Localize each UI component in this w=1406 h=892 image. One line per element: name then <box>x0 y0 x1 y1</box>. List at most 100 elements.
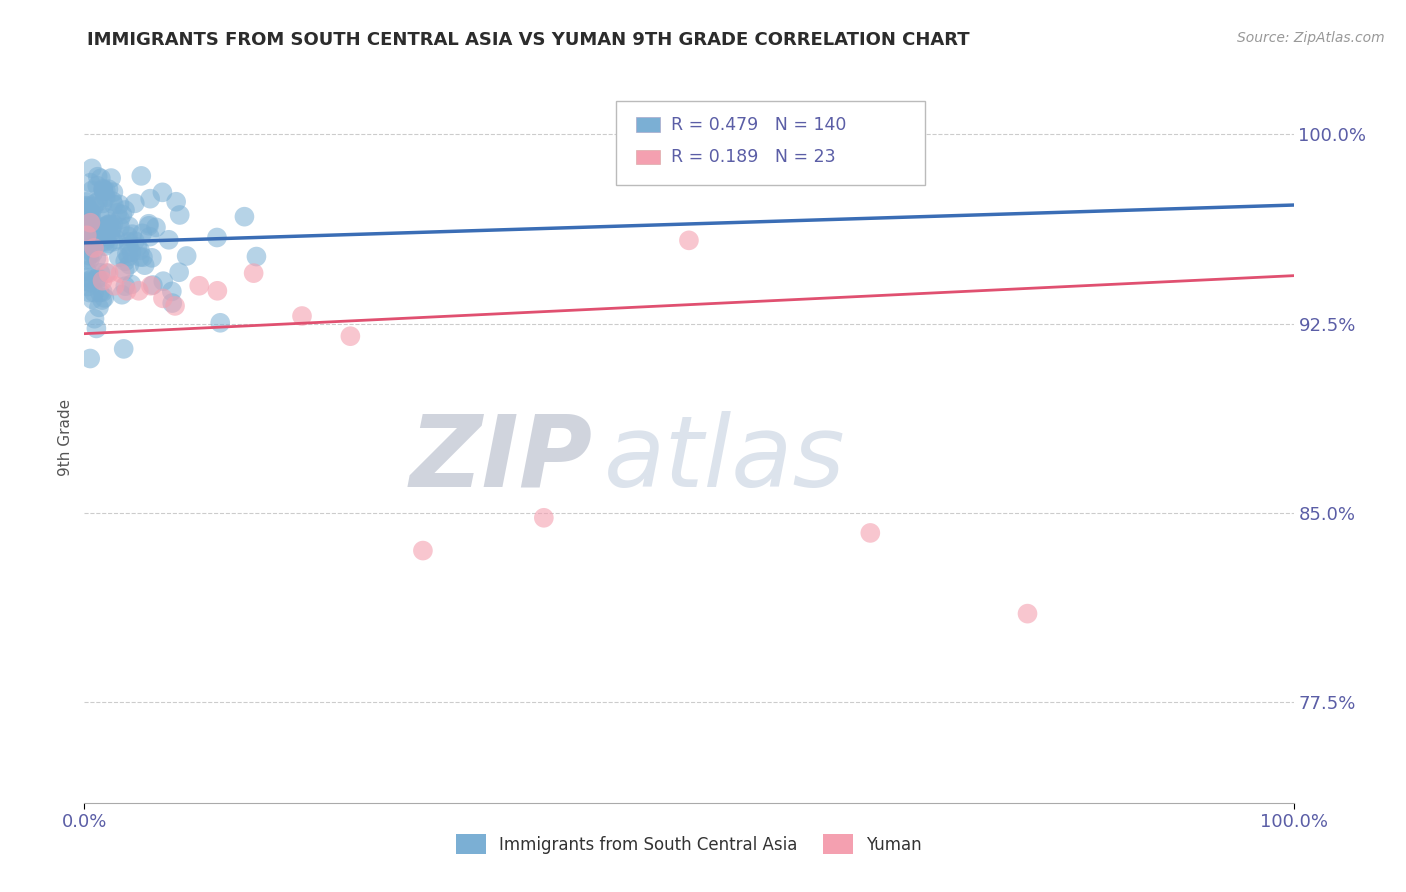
Point <box>77 274 100 288</box>
Point <box>79 285 101 300</box>
Point <box>76 235 98 250</box>
Text: atlas: atlas <box>605 410 846 508</box>
Point <box>101 194 124 208</box>
Point <box>79 238 101 252</box>
Text: Source: ZipAtlas.com: Source: ZipAtlas.com <box>1237 31 1385 45</box>
Point <box>80 213 103 227</box>
Point <box>79 176 101 190</box>
Point <box>128 284 150 298</box>
Point <box>131 227 153 241</box>
Point <box>124 196 146 211</box>
Point <box>76 253 98 268</box>
Point <box>86 270 108 285</box>
Point <box>134 258 156 272</box>
Point <box>83 221 105 235</box>
Point <box>89 266 111 280</box>
Point <box>108 220 131 235</box>
Point <box>110 266 132 280</box>
Point <box>76 279 98 293</box>
Point <box>87 224 110 238</box>
Point <box>77 276 100 290</box>
Point <box>233 210 256 224</box>
Point <box>103 217 125 231</box>
Point <box>94 228 117 243</box>
Point <box>103 235 125 249</box>
Point <box>79 252 101 267</box>
Point <box>75 212 97 227</box>
Point <box>83 285 105 300</box>
Point <box>124 234 146 248</box>
Point <box>96 266 118 280</box>
FancyBboxPatch shape <box>616 101 925 185</box>
Point <box>83 311 105 326</box>
Legend: Immigrants from South Central Asia, Yuman: Immigrants from South Central Asia, Yuma… <box>450 828 928 860</box>
Point <box>138 217 160 231</box>
Point <box>91 220 114 235</box>
Point <box>75 270 97 285</box>
Point <box>104 232 127 246</box>
Point <box>87 194 110 209</box>
Point <box>132 250 155 264</box>
Point <box>79 206 101 220</box>
Point <box>108 212 131 227</box>
Point <box>118 239 141 253</box>
Point <box>75 201 97 215</box>
Point <box>117 235 139 249</box>
Point <box>83 199 105 213</box>
Point <box>339 329 361 343</box>
Point <box>129 250 152 264</box>
Point <box>107 206 129 220</box>
Point <box>87 272 110 286</box>
Point <box>87 253 110 268</box>
Point <box>678 233 700 247</box>
Point <box>97 266 120 280</box>
Point <box>96 218 118 232</box>
Point <box>80 205 103 219</box>
Point <box>176 249 198 263</box>
Point <box>86 321 108 335</box>
Point <box>87 232 110 246</box>
Point <box>142 278 165 293</box>
Point <box>114 254 136 268</box>
Point <box>141 251 163 265</box>
Point <box>100 171 122 186</box>
Point <box>79 249 101 263</box>
Text: ZIP: ZIP <box>409 410 592 508</box>
Point <box>75 194 97 209</box>
Point <box>108 197 131 211</box>
Point <box>859 525 882 540</box>
Point <box>108 250 131 264</box>
Point <box>111 207 134 221</box>
Point <box>114 202 136 217</box>
Point <box>138 219 160 233</box>
Point <box>75 198 97 212</box>
Point <box>165 194 187 209</box>
Point <box>82 228 104 243</box>
Point <box>169 208 191 222</box>
Point <box>91 285 114 299</box>
Point <box>82 246 104 260</box>
Point <box>82 293 104 307</box>
Point <box>139 192 162 206</box>
Point <box>533 510 555 524</box>
Point <box>77 234 100 248</box>
Point <box>167 265 190 279</box>
Point <box>96 211 118 225</box>
Point <box>91 274 114 288</box>
Point <box>84 233 107 247</box>
Point <box>86 252 108 266</box>
Point <box>97 182 120 196</box>
Point <box>76 264 98 278</box>
Point <box>79 216 101 230</box>
Point <box>80 161 103 176</box>
Point <box>91 293 114 307</box>
Point <box>98 228 121 243</box>
Point <box>89 209 111 223</box>
Point <box>103 197 125 211</box>
Point <box>75 227 97 241</box>
Point <box>91 235 114 249</box>
Point <box>94 184 117 198</box>
Point <box>79 202 101 217</box>
Point <box>139 278 162 293</box>
Point <box>209 316 232 330</box>
